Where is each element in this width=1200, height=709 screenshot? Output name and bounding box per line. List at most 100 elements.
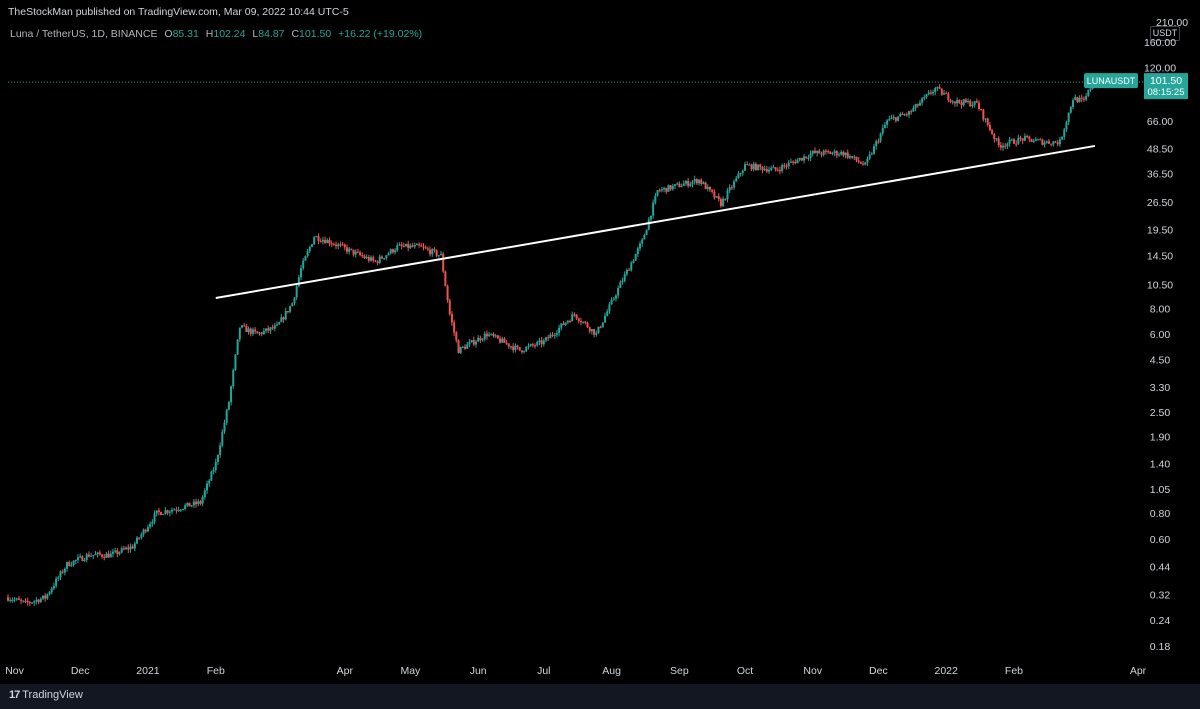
- candle-body: [831, 153, 834, 155]
- candle-body: [1026, 136, 1029, 138]
- y-tick-label: 1.40: [1150, 458, 1171, 470]
- candle-body: [787, 162, 790, 167]
- candle-body: [881, 127, 884, 134]
- candle-body: [35, 599, 38, 602]
- symbol-name[interactable]: Luna / TetherUS, 1D, BINANCE: [10, 28, 158, 40]
- candle-body: [678, 183, 681, 188]
- candle-body: [50, 588, 53, 593]
- candle-body: [894, 117, 897, 121]
- candle-body: [875, 141, 878, 147]
- candle-body: [105, 553, 108, 558]
- candle-body: [645, 229, 648, 236]
- y-axis[interactable]: 210.00 160.00 120.00 66.00 48.50 36.50 26.50 19…: [1144, 17, 1188, 653]
- candle-body: [177, 509, 180, 511]
- candle-body: [453, 322, 456, 333]
- candle-body: [1063, 129, 1066, 137]
- candle-body: [901, 113, 904, 115]
- candle-body: [1023, 136, 1026, 141]
- candle-body: [776, 169, 779, 171]
- candle-body: [575, 314, 578, 319]
- candle-body: [175, 509, 178, 511]
- candle-body: [958, 100, 961, 103]
- candle-body: [85, 554, 88, 560]
- candle-body: [951, 101, 954, 103]
- candle-body: [763, 168, 766, 171]
- x-tick-label: Dec: [869, 665, 888, 677]
- candle-body: [435, 250, 438, 256]
- candle-body: [251, 329, 254, 334]
- y-tick-label: 1.90: [1150, 431, 1171, 443]
- candle-body: [221, 431, 224, 446]
- candle-body: [332, 244, 335, 246]
- x-axis[interactable]: Nov Dec 2021 Feb Apr May Jun Jul Aug Sep Oct Nov Dec…: [5, 665, 1146, 677]
- candle-body: [608, 304, 611, 312]
- candle-body: [470, 340, 473, 343]
- candle-body: [564, 322, 567, 325]
- currency-badge[interactable]: USDT: [1150, 26, 1180, 41]
- candle-body: [927, 92, 930, 95]
- candle-body: [7, 597, 9, 601]
- x-tick-label: Dec: [71, 665, 90, 677]
- candle-body: [68, 562, 71, 567]
- candle-body: [995, 138, 998, 140]
- candle-body: [577, 318, 580, 322]
- candle-body: [1021, 138, 1024, 141]
- candle-body: [562, 323, 565, 325]
- candle-body: [337, 244, 340, 247]
- candle-body: [466, 344, 469, 349]
- x-tick-label: Aug: [602, 665, 621, 677]
- candle-body: [698, 179, 701, 184]
- candle-body: [192, 501, 195, 506]
- candle-body: [1078, 97, 1081, 103]
- candle-body: [715, 196, 718, 198]
- y-tick-label: 19.50: [1147, 224, 1173, 236]
- candle-body: [271, 327, 274, 329]
- candle-body: [706, 186, 709, 190]
- candle-body: [932, 92, 935, 94]
- candle-body: [945, 93, 948, 95]
- candle-body: [669, 185, 672, 190]
- candle-body: [544, 337, 547, 341]
- trendline[interactable]: [215, 144, 1096, 300]
- candle-body: [230, 386, 233, 403]
- x-tick-label: May: [400, 665, 421, 677]
- candle-body: [499, 338, 502, 343]
- candle-body: [20, 599, 23, 601]
- brand-name: TradingView: [22, 689, 83, 701]
- price-tag-countdown: 08:15:25: [1148, 87, 1185, 98]
- candle-body: [326, 239, 329, 244]
- candle-body: [254, 329, 257, 332]
- candle-body: [824, 150, 827, 152]
- candle-body: [302, 260, 305, 269]
- candle-body: [477, 337, 480, 342]
- candle-body: [31, 602, 34, 604]
- candle-body: [15, 598, 18, 600]
- candle-body: [273, 325, 276, 329]
- y-tick-label: 1.05: [1150, 484, 1171, 496]
- x-tick-label: Nov: [803, 665, 822, 677]
- candle-body: [984, 118, 987, 120]
- candle-body: [46, 594, 49, 599]
- candle-body: [649, 215, 652, 220]
- candle-body: [910, 111, 913, 113]
- candle-body: [864, 162, 867, 165]
- candle-body: [61, 571, 64, 573]
- y-tick-label: 120.00: [1144, 63, 1176, 75]
- candle-body: [319, 241, 322, 243]
- candle-body: [485, 333, 488, 337]
- candle-body: [206, 483, 209, 491]
- candle-body: [980, 108, 983, 110]
- candle-body: [335, 244, 338, 247]
- candle-body: [391, 249, 394, 253]
- candle-body: [612, 298, 615, 300]
- candle-body: [523, 351, 526, 353]
- y-tick-label: 26.50: [1147, 197, 1173, 209]
- candle-body: [90, 555, 93, 557]
- candle-body: [838, 154, 841, 156]
- tradingview-brand[interactable]: 17 TradingView: [9, 689, 83, 701]
- candle-body: [750, 164, 753, 170]
- candle-body: [947, 93, 950, 101]
- candle-body: [317, 236, 320, 242]
- candle-body: [142, 529, 145, 535]
